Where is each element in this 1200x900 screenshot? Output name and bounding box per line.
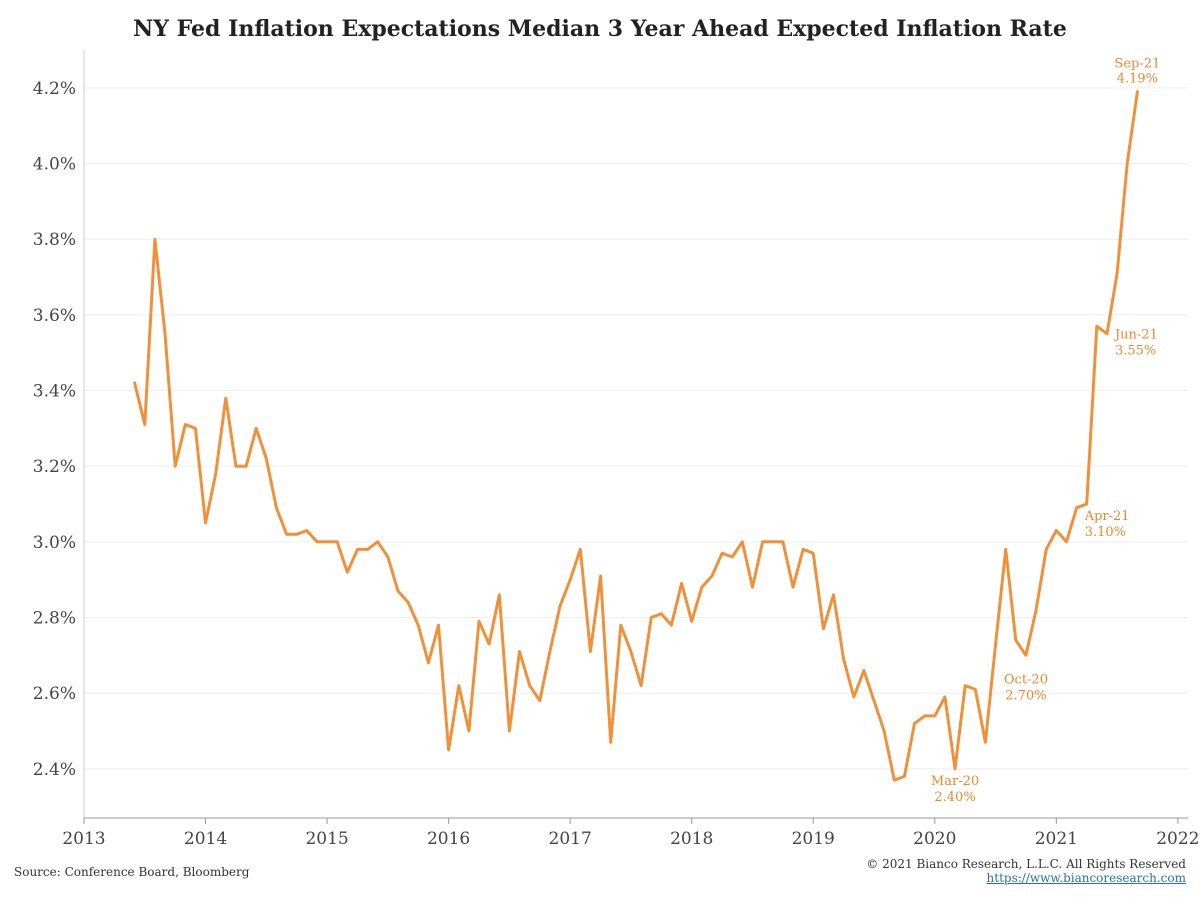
x-tick-label: 2017	[549, 829, 592, 849]
x-tick-label: 2019	[792, 829, 835, 849]
axes: 2.4% 2.6% 2.8% 3.0% 3.2% 3.4% 3.6% 3.8% 4.0% 4.2%…	[33, 50, 1200, 849]
annotation-value: 4.19%	[1117, 72, 1158, 87]
x-tick-label: 2018	[670, 829, 713, 849]
y-tick-label: 2.6%	[33, 684, 76, 704]
annotation-label: Sep-21	[1114, 57, 1160, 72]
copyright-block: © 2021 Bianco Research, L.L.C. All Right…	[866, 857, 1186, 885]
x-tick-label: 2014	[184, 829, 227, 849]
y-tick-label: 3.0%	[33, 533, 76, 553]
annotation-label: Oct-20	[1004, 672, 1048, 687]
x-tick-label: 2015	[305, 829, 348, 849]
series	[133, 90, 1139, 782]
series-line	[133, 90, 1139, 782]
annotation-value: 2.70%	[1005, 688, 1046, 703]
y-tick-label: 3.8%	[33, 230, 76, 250]
annotation-value: 3.55%	[1115, 344, 1156, 359]
y-tick-label: 3.4%	[33, 381, 76, 401]
x-tick-label: 2016	[427, 829, 470, 849]
chart-title: NY Fed Inflation Expectations Median 3 Y…	[133, 16, 1067, 42]
y-tick-label: 2.8%	[33, 608, 76, 628]
y-tick-label: 3.2%	[33, 457, 76, 477]
annotations: Sep-214.19%Jun-213.55%Apr-213.10%Oct-202…	[931, 57, 1160, 805]
y-tick-label: 4.0%	[33, 154, 76, 174]
x-tick-label: 2020	[913, 829, 956, 849]
source-note: Source: Conference Board, Bloomberg	[14, 865, 250, 879]
x-tick-label: 2013	[62, 829, 105, 849]
y-tick-label: 3.6%	[33, 306, 76, 326]
x-tick-label: 2021	[1035, 829, 1078, 849]
y-tick-label: 4.2%	[33, 79, 76, 99]
annotation-label: Jun-21	[1113, 328, 1158, 343]
x-tick-label: 2022	[1156, 829, 1199, 849]
annotation-label: Mar-20	[931, 774, 979, 789]
annotation-value: 2.40%	[934, 790, 975, 805]
website-link[interactable]: https://www.biancoresearch.com	[986, 871, 1186, 885]
annotation-label: Apr-21	[1084, 509, 1130, 524]
copyright-text: © 2021 Bianco Research, L.L.C. All Right…	[866, 857, 1186, 871]
grid-lines	[84, 87, 1188, 770]
annotation-value: 3.10%	[1085, 525, 1126, 540]
y-tick-label: 2.4%	[33, 760, 76, 780]
